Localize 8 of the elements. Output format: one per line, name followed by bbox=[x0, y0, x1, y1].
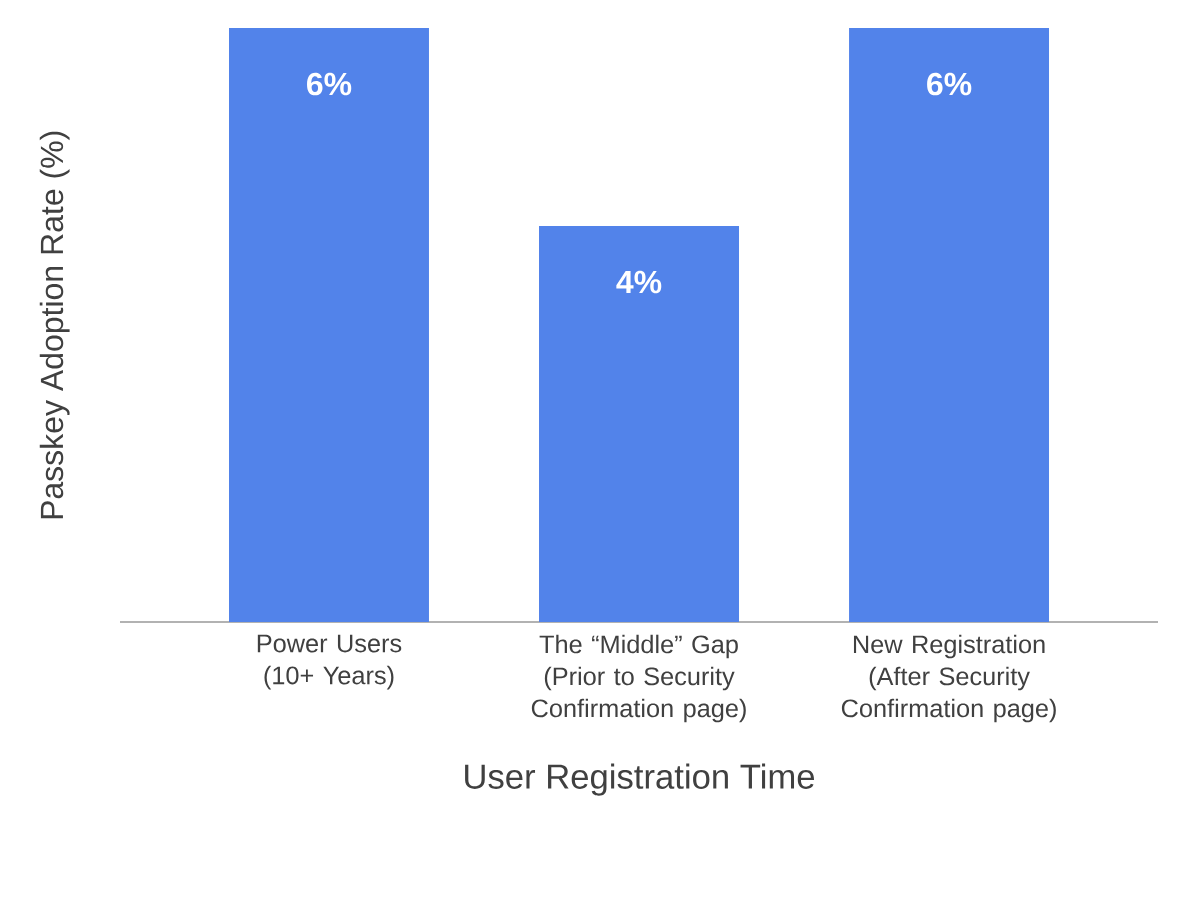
data-label: 6% bbox=[927, 72, 972, 96]
x-tick-label: Power Users (10+ Years) bbox=[257, 634, 402, 690]
x-tick-label: New Registration (After Security Confirmation page) bbox=[841, 634, 1056, 723]
y-axis-title: Passkey Adoption Rate (%) bbox=[39, 131, 70, 519]
data-label: 6% bbox=[307, 72, 352, 96]
x-axis-title: User Registration Time bbox=[465, 763, 815, 796]
data-label: 4% bbox=[616, 270, 662, 294]
x-tick-label: The “Middle” Gap (Prior to Security Confirmation page) bbox=[531, 634, 746, 723]
